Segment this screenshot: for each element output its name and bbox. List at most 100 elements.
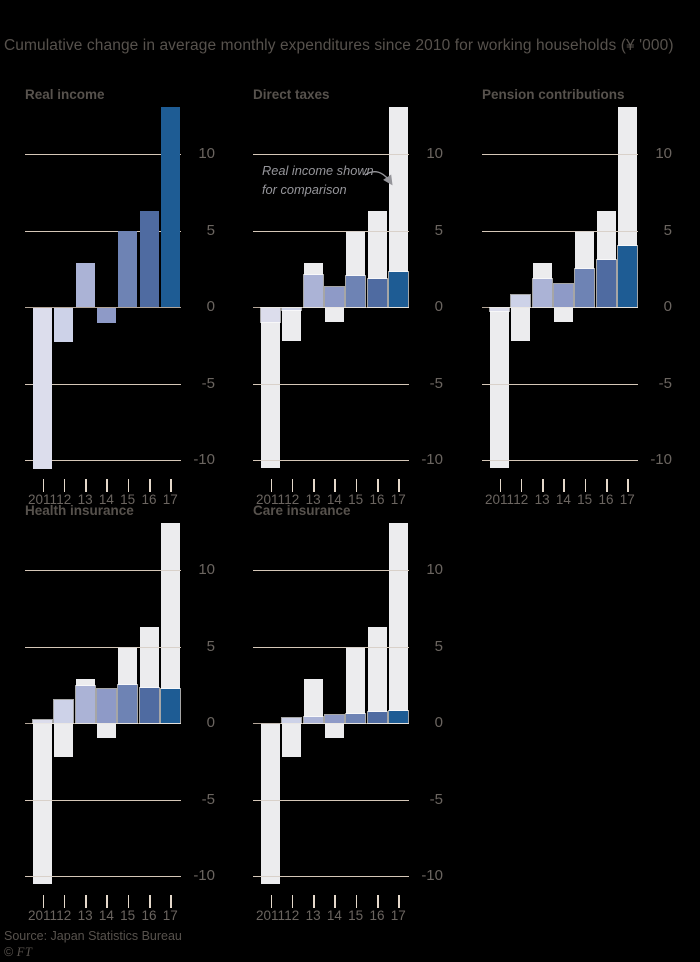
gridline-overlay-5 <box>25 646 181 648</box>
bar-13 <box>303 716 323 723</box>
y-tick-label--5: -5 <box>658 374 672 392</box>
bar-15 <box>575 268 595 307</box>
bar-12 <box>511 294 531 307</box>
x-tick-label-13: 13 <box>77 492 93 507</box>
gridline-overlay-10 <box>253 570 409 571</box>
x-tick-label-17: 17 <box>390 908 406 923</box>
y-tick-label-5: 5 <box>434 221 443 239</box>
x-tick-label-2011: 2011 <box>255 908 286 923</box>
panel-title-pension-contributions: Pension contributions <box>482 87 625 102</box>
x-tick-12 <box>291 479 294 492</box>
x-tick-13 <box>313 895 315 908</box>
x-tick-17 <box>170 479 172 492</box>
y-tick-label--10: -10 <box>421 451 443 468</box>
x-tick-label-15: 15 <box>577 492 593 507</box>
bar-14 <box>553 284 573 307</box>
x-tick-label-16: 16 <box>598 492 614 507</box>
x-tick-16 <box>377 479 379 492</box>
x-tick-label-14: 14 <box>98 908 114 923</box>
plot-area-pension-contributions: 10 5 0 -5 -10 2011 12 13 14 15 16 17 <box>482 100 672 507</box>
bar-15 <box>346 276 366 307</box>
bar-16 <box>367 279 387 307</box>
x-tick-2011 <box>499 479 501 492</box>
x-tick-13 <box>85 895 87 908</box>
panel-title-care-insurance: Care insurance <box>253 503 351 518</box>
gridline-overlay--5 <box>482 383 638 385</box>
gridline-overlay--5 <box>25 799 181 801</box>
panel-pension-contributions: Pension contributions 10 5 0 -5 -10 2011 12 13 1… <box>482 85 682 507</box>
x-tick-17 <box>627 479 629 492</box>
x-tick-15 <box>584 479 587 492</box>
comparison-annotation: Real income shown for comparison <box>262 162 374 199</box>
x-tick-label-16: 16 <box>141 492 157 507</box>
x-tick-12 <box>291 895 294 908</box>
ghost-bar-2011 <box>261 723 280 884</box>
ghost-bar-14 <box>553 307 573 323</box>
x-tick-label-12: 12 <box>284 492 300 507</box>
ghost-bar-14 <box>324 307 344 323</box>
x-tick-label-16: 16 <box>369 908 385 923</box>
gridline-overlay-10 <box>25 154 181 155</box>
zero-axis-overlay <box>253 307 409 308</box>
bar-17 <box>617 245 637 307</box>
x-tick-2011 <box>42 479 44 492</box>
bar-2011 <box>33 308 52 469</box>
y-tick-label-10: 10 <box>198 561 215 578</box>
x-tick-label-2011: 2011 <box>255 492 286 507</box>
ghost-bar-14 <box>324 723 344 739</box>
x-tick-label-12: 12 <box>56 908 72 923</box>
x-tick-label-17: 17 <box>390 492 406 507</box>
gridline-overlay--5 <box>253 799 409 801</box>
x-tick-15 <box>355 895 358 908</box>
ghost-bar-12 <box>282 307 302 341</box>
gridline-overlay--10 <box>25 876 181 877</box>
x-tick-2011 <box>270 895 272 908</box>
gridline-overlay-5 <box>482 230 638 232</box>
x-tick-label-2011: 2011 <box>484 492 515 507</box>
ghost-bar-2011 <box>33 723 52 884</box>
x-tick-13 <box>85 479 87 492</box>
x-tick-label-15: 15 <box>120 492 136 507</box>
x-tick-16 <box>149 895 151 908</box>
y-tick-label--5: -5 <box>429 790 443 808</box>
zero-axis-overlay <box>253 723 409 724</box>
bar-2011 <box>261 308 280 322</box>
x-tick-label-14: 14 <box>326 492 342 507</box>
ft-brand: FT <box>16 945 33 959</box>
bar-14 <box>324 287 344 307</box>
bar-15 <box>346 713 366 723</box>
bar-13 <box>303 274 323 307</box>
x-tick-12 <box>63 895 66 908</box>
panel-title-direct-taxes: Direct taxes <box>253 87 330 102</box>
zero-axis-overlay <box>25 723 181 724</box>
bar-16 <box>596 259 616 307</box>
y-tick-label--5: -5 <box>201 374 215 392</box>
x-tick-15 <box>355 479 358 492</box>
y-tick-label-0: 0 <box>206 714 215 731</box>
x-tick-13 <box>313 479 315 492</box>
panel-care-insurance: Care insurance 10 5 0 -5 -10 2011 12 13 14 15 16 17 <box>253 501 453 923</box>
bar-14 <box>324 715 344 723</box>
y-tick-label--10: -10 <box>193 451 215 468</box>
x-tick-label-14: 14 <box>326 908 342 923</box>
bar-13 <box>75 262 95 307</box>
x-tick-14 <box>106 895 108 908</box>
source-note: Source: Japan Statistics Bureau <box>4 929 182 943</box>
plot-area-health-insurance: 10 5 0 -5 -10 2011 12 13 14 15 16 17 <box>25 516 215 923</box>
x-tick-label-14: 14 <box>555 492 571 507</box>
x-tick-17 <box>398 479 400 492</box>
gridline-overlay-5 <box>253 646 409 648</box>
bar-16 <box>367 712 387 723</box>
gridline-overlay--5 <box>25 383 181 385</box>
y-tick-label-0: 0 <box>434 298 443 315</box>
x-tick-label-2011: 2011 <box>27 492 58 507</box>
x-tick-label-13: 13 <box>534 492 550 507</box>
bar-17 <box>388 710 408 723</box>
plot-area-direct-taxes: 10 5 0 -5 -10 2011 12 13 14 15 16 17 <box>253 100 443 507</box>
gridline-overlay-5 <box>253 230 409 232</box>
y-tick-label--10: -10 <box>650 451 672 468</box>
bar-12 <box>282 308 302 310</box>
panel-health-insurance: Health insurance 10 5 0 -5 -10 2011 12 13 14 15 16… <box>25 501 225 923</box>
x-tick-12 <box>63 479 66 492</box>
bar-15 <box>118 684 138 723</box>
